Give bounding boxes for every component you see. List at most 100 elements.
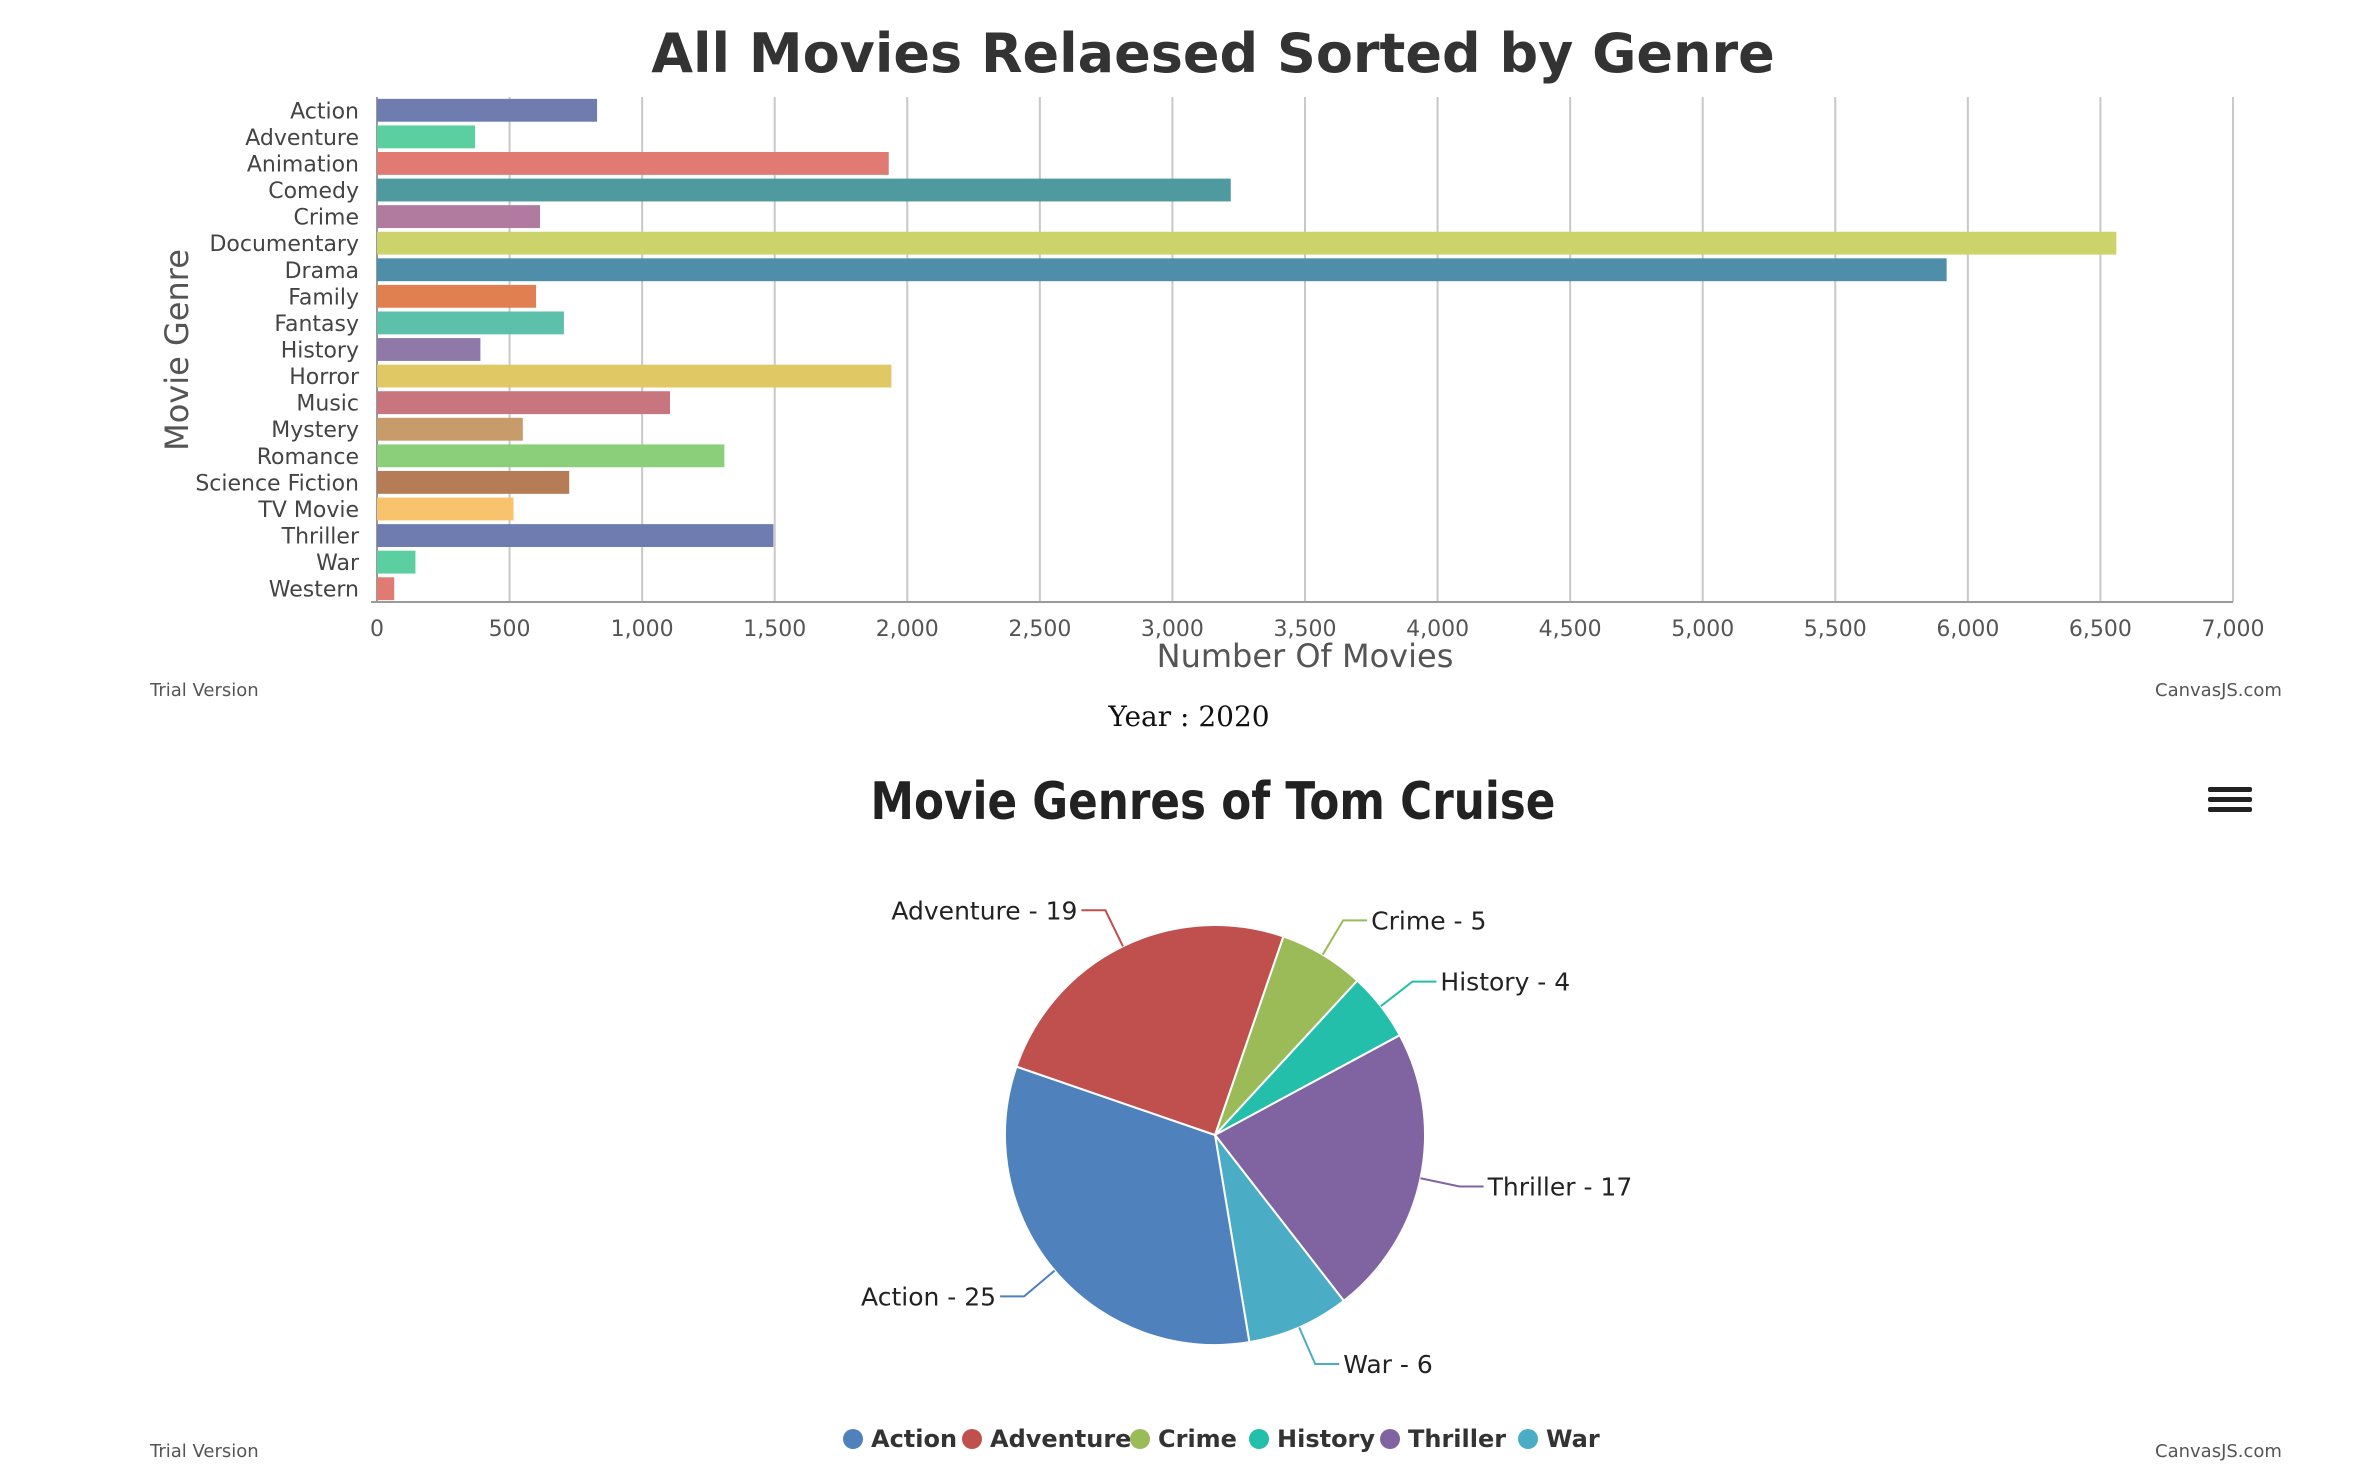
pie-index-label: Adventure - 19 xyxy=(891,896,1077,925)
category-label: Horror xyxy=(289,365,360,390)
category-label: War xyxy=(316,551,360,576)
bar-music[interactable] xyxy=(377,391,670,415)
pie-slice-thriller[interactable] xyxy=(1213,1033,1426,1303)
genre-pie-chart: Movie Genres of Tom Cruise Crime - 5 Hist… xyxy=(861,771,1632,1379)
category-label: Music xyxy=(296,392,359,417)
pie-slice-war[interactable] xyxy=(1214,1134,1346,1344)
hamburger-menu-icon-line xyxy=(2208,797,2252,802)
bar-chart-x-ticks: 0 500 1,000 1,500 2,000 2,500 3,000 3,500 4,000 4… xyxy=(370,617,2264,642)
legend-item-thriller[interactable]: Thriller xyxy=(1380,1425,1506,1453)
canvasjs-credit-top[interactable]: CanvasJS.com xyxy=(2155,680,2282,701)
x-tick-label: 4,000 xyxy=(1406,617,1469,642)
category-label: Romance xyxy=(257,445,359,470)
bar-chart-x-axis-title: Number Of Movies xyxy=(1157,637,1454,675)
x-tick-label: 1,000 xyxy=(611,617,674,642)
legend-label: Adventure xyxy=(990,1425,1132,1453)
bar-animation[interactable] xyxy=(377,152,889,175)
legend-marker xyxy=(962,1429,982,1449)
legend-label: Crime xyxy=(1158,1425,1237,1453)
legend-item-action[interactable]: Action xyxy=(843,1425,957,1453)
bar-thriller[interactable] xyxy=(377,524,774,547)
pie-index-label: Crime - 5 xyxy=(1371,906,1486,935)
index-label-connector xyxy=(1380,980,1437,1007)
bar-drama[interactable] xyxy=(377,258,1947,282)
bar-family[interactable] xyxy=(377,284,537,308)
category-label: Science Fiction xyxy=(195,471,359,496)
trial-version-watermark-bottom: Trial Version xyxy=(150,1441,259,1462)
bar-western[interactable] xyxy=(377,577,395,601)
legend-marker xyxy=(1518,1429,1538,1449)
category-label: Documentary xyxy=(209,232,359,257)
canvasjs-credit-bottom[interactable]: CanvasJS.com xyxy=(2155,1441,2282,1462)
category-label: Animation xyxy=(247,152,359,177)
bar-war[interactable] xyxy=(377,550,416,574)
bar-tv-movie[interactable] xyxy=(377,497,514,521)
bar-history[interactable] xyxy=(377,338,481,361)
bar-adventure[interactable] xyxy=(377,125,476,149)
legend-marker xyxy=(1249,1429,1269,1449)
index-label-connector xyxy=(1298,1326,1340,1366)
category-label: TV Movie xyxy=(257,498,359,523)
category-label: Adventure xyxy=(245,126,359,151)
bar-chart-y-axis-title: Movie Genre xyxy=(158,249,196,451)
category-label: History xyxy=(281,339,359,364)
x-tick-label: 6,500 xyxy=(2069,617,2132,642)
trial-version-watermark-top: Trial Version xyxy=(150,680,259,701)
legend-label: Thriller xyxy=(1408,1425,1507,1453)
bar-comedy[interactable] xyxy=(377,178,1231,202)
bar-crime[interactable] xyxy=(377,205,541,229)
pie-index-label: Action - 25 xyxy=(861,1282,996,1311)
pie-index-label: Thriller - 17 xyxy=(1487,1173,1633,1202)
legend-label: War xyxy=(1546,1425,1600,1453)
legend-marker xyxy=(1380,1429,1400,1449)
category-label: Crime xyxy=(294,206,359,231)
pie-index-label: History - 4 xyxy=(1440,968,1570,997)
bar-science-fiction[interactable] xyxy=(377,470,570,494)
x-tick-label: 3,500 xyxy=(1274,617,1337,642)
pie-chart-title: Movie Genres of Tom Cruise xyxy=(871,771,1556,832)
x-tick-label: 3,000 xyxy=(1141,617,1204,642)
x-tick-label: 1,500 xyxy=(743,617,806,642)
bar-action[interactable] xyxy=(377,98,598,122)
category-label: Thriller xyxy=(281,525,360,550)
hamburger-menu-icon-line xyxy=(2208,807,2252,812)
legend-item-crime[interactable]: Crime xyxy=(1130,1425,1237,1453)
index-label-connector xyxy=(1420,1177,1484,1188)
pie-slices xyxy=(1004,924,1426,1346)
category-label: Western xyxy=(269,578,359,603)
legend-item-history[interactable]: History xyxy=(1249,1425,1375,1453)
x-tick-label: 6,000 xyxy=(1936,617,1999,642)
year-label: Year : 2020 xyxy=(1108,700,1270,733)
x-tick-label: 0 xyxy=(370,617,384,642)
bar-chart-bars xyxy=(377,98,2117,601)
pie-index-labels: Crime - 5 History - 4 Thriller - 17 War - 6… xyxy=(861,896,1632,1379)
category-label: Mystery xyxy=(271,418,359,443)
index-label-connector xyxy=(1000,1269,1056,1298)
bar-chart-title: All Movies Relaesed Sorted by Genre xyxy=(651,22,1775,85)
legend-label: History xyxy=(1277,1425,1376,1453)
legend-item-adventure[interactable]: Adventure xyxy=(962,1425,1131,1453)
x-tick-label: 5,500 xyxy=(1804,617,1867,642)
legend-label: Action xyxy=(871,1425,958,1453)
index-label-connector xyxy=(1321,919,1368,956)
category-label: Drama xyxy=(285,259,359,284)
x-tick-label: 2,500 xyxy=(1008,617,1071,642)
index-label-connector xyxy=(1081,909,1124,947)
pie-index-label: War - 6 xyxy=(1343,1350,1433,1379)
genre-bar-chart: All Movies Relaesed Sorted by Genre Acti… xyxy=(158,22,2264,675)
category-label: Fantasy xyxy=(274,312,359,337)
legend-item-war[interactable]: War xyxy=(1518,1425,1600,1453)
bar-romance[interactable] xyxy=(377,444,725,468)
hamburger-menu-icon xyxy=(2208,787,2252,792)
bar-documentary[interactable] xyxy=(377,231,2117,255)
bar-horror[interactable] xyxy=(377,364,892,388)
chart-menu-button[interactable] xyxy=(2208,782,2252,822)
bar-chart-category-labels: ActionAdventureAnimationComedyCrimeDocum… xyxy=(195,99,360,602)
bar-mystery[interactable] xyxy=(377,417,523,441)
x-tick-label: 2,000 xyxy=(876,617,939,642)
x-tick-label: 7,000 xyxy=(2202,617,2265,642)
bar-fantasy[interactable] xyxy=(377,311,564,335)
x-tick-label: 500 xyxy=(489,617,531,642)
x-tick-label: 5,000 xyxy=(1671,617,1734,642)
legend-marker xyxy=(1130,1429,1150,1449)
